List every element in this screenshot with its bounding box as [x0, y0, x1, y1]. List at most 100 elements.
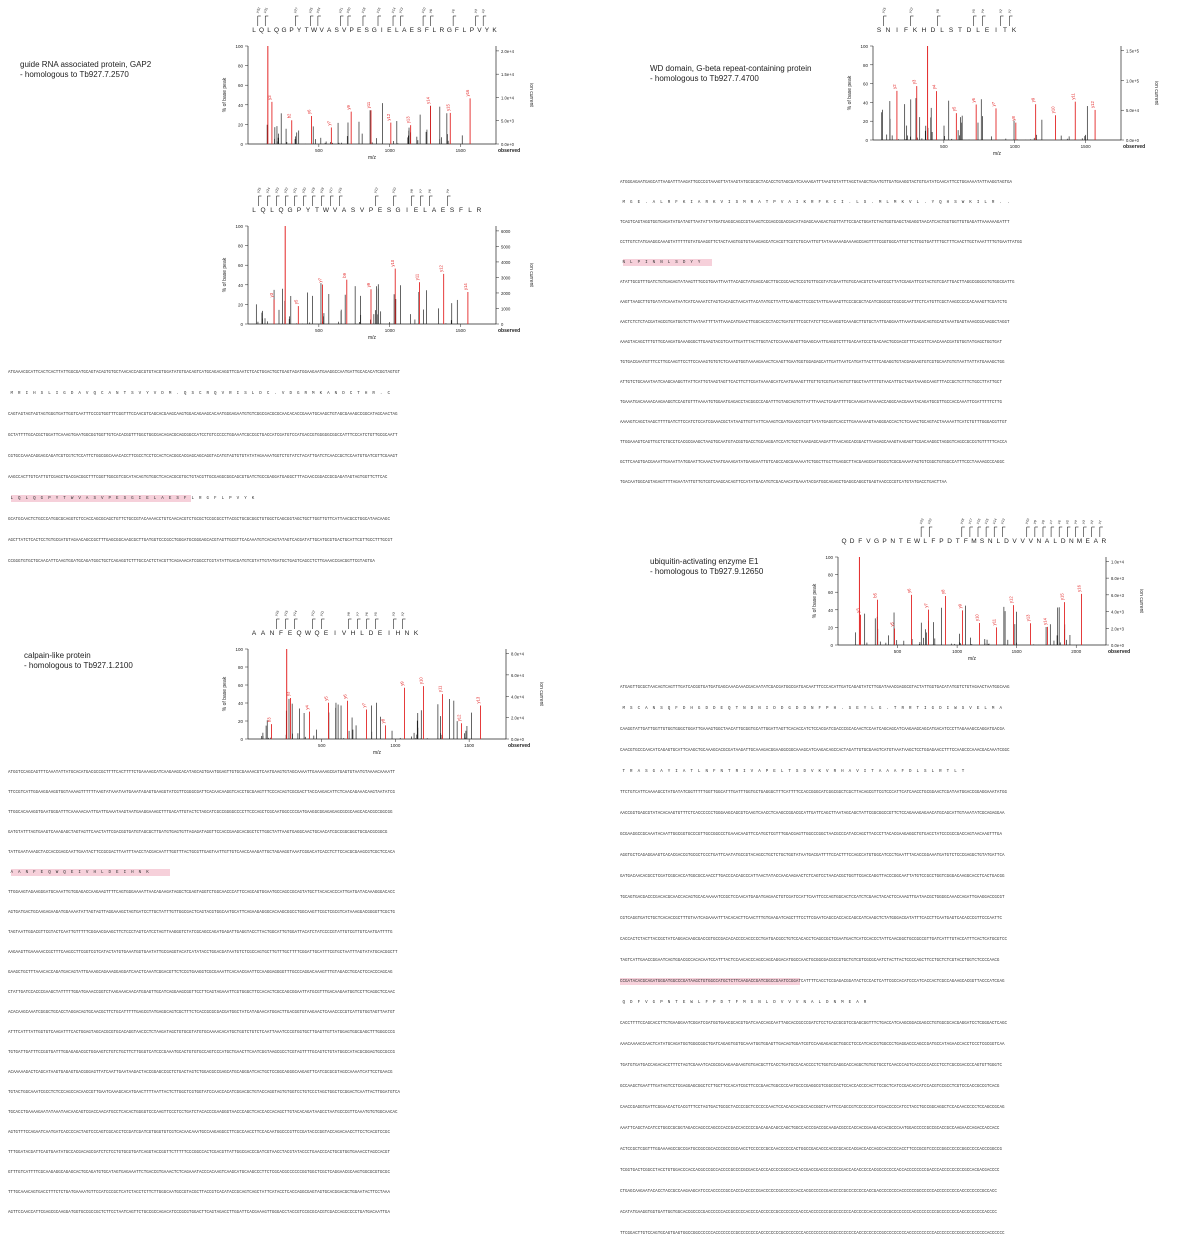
peptide-residue: Y [485, 27, 490, 34]
peptide-residue: F [279, 630, 283, 637]
ion-peak-label: y12 [457, 714, 462, 721]
peptide-residue: G [447, 27, 452, 34]
x-tick-label: 1500 [456, 328, 467, 333]
sequence-text: AACCGGTGAGCGTATACACAAGTGTTTCTCACCCCCCTGG… [620, 812, 1005, 816]
peptide-residue: T [958, 27, 962, 34]
y2-tick-label: 5.0e+3 [501, 119, 515, 124]
y-axis-label: % of base peak [847, 75, 853, 110]
fragment-label: y22 [927, 518, 933, 525]
peptide-residue: G [282, 27, 287, 34]
peptide-residue: V [477, 27, 482, 34]
sequence-text: GATGACAACACGCCTCGATCGGCACCATGGCGCCAACCTT… [620, 875, 1005, 879]
observed-label: observed [498, 148, 520, 154]
y-tick-label: 40 [238, 283, 244, 288]
ion-peak-label: y6 [971, 97, 976, 102]
peptide-residue: L [252, 27, 256, 34]
peptide-residue: E [357, 27, 362, 34]
ion-peak-label: y6 [307, 109, 312, 114]
y2-tick-label: 1.5e+4 [501, 72, 515, 77]
peptide-residue: L [468, 207, 472, 214]
y-tick-label: 0 [830, 643, 833, 648]
x-tick-label: 500 [315, 328, 323, 333]
ion-peak-label: y15 [1060, 593, 1065, 600]
sequence-text: AAGAAGTTGAAAAACCGCTTTCAAGCCTTCGGTCGTCATA… [8, 951, 398, 955]
y-tick-label: 20 [238, 122, 244, 127]
wd-title: WD domain, G-beta repeat-containing prot… [650, 64, 812, 73]
peptide-residue: T [956, 538, 960, 545]
ion-peak-label: y7 [326, 120, 331, 125]
sequence-line: ACAAAAAGACTCAGCATAAGTGAGAGTGACGGGAGTTATC… [8, 1070, 392, 1076]
ion-peak-label: y10 [419, 677, 424, 684]
sequence-text: TGCAGTGACGACCCGACACGCAACCACAGTGCACAAAAAT… [620, 896, 1005, 900]
y-tick-label: 40 [238, 103, 244, 108]
y2-tick-label: 5.0e+4 [1126, 108, 1140, 113]
fragment-label: y10 [391, 187, 397, 194]
fragment-label: y15 [881, 7, 887, 14]
peptide-residue: M [1077, 538, 1082, 545]
fragment-label: y24 [315, 7, 321, 14]
y-axis-label: % of base peak [222, 676, 228, 711]
calpain-subtitle: - homologous to Tb927.1.2100 [24, 661, 133, 670]
fragment-label: y32 [255, 7, 261, 14]
peptide-residue: Q [260, 207, 265, 214]
peptide-residue: E [985, 27, 990, 34]
peptide-residue: A [1045, 538, 1050, 545]
peptide-residue: L [395, 27, 399, 34]
sequence-line: CGTGCCAAACAGGAGCAGATCGTCGTCTCCATTCTGGCGG… [8, 454, 398, 460]
wd-label: WD domain, G-beta repeat-containing prot… [650, 64, 811, 84]
peptide-residue: I [896, 27, 898, 34]
sequence-text: AAATTCAGCTACATCCTGGCCGCGGTAGACCAGCCCAGCC… [620, 1127, 1000, 1131]
sequence-text: GTTTGTCATTTTCGCAAGAGGCAGAGCACTGCAGATGTGC… [8, 1171, 390, 1175]
y2-axis-label: ion current [538, 682, 544, 706]
y2-tick-label: 2000 [501, 291, 511, 296]
fragment-label: y14 [992, 518, 998, 525]
peptide-residue: L [270, 207, 274, 214]
fragment-label: y2 [1089, 519, 1094, 524]
fragment-label: y27 [293, 7, 299, 14]
sequence-line: TTTGCAAACAGTGACCTTTCTCTGATGAAAATGTTCCATC… [8, 1190, 390, 1196]
y-axis-label: % of base peak [222, 257, 228, 292]
ion-peak-label: y8 [1011, 116, 1016, 121]
fragment-label: y25 [308, 7, 314, 14]
sequence-text: TGACAATGGCAGTAGAGTTTTAGAATATTGTTGTCGTCAA… [620, 481, 947, 485]
sequence-text: TGCACCTGAAAAGAATATAAATAACAACAGTCGACCAACA… [8, 1111, 398, 1115]
sequence-line: ATGGTCCAGCAGTTTCAAATATTATGCACATGACGCCGCT… [8, 770, 395, 776]
ion-peak-label: y5 [951, 106, 956, 111]
ion-peak-label: y14 [463, 283, 468, 290]
peptide-residue: N [988, 538, 993, 545]
peptide-residue: V [319, 27, 324, 34]
sequence-text: CACCTTTTCCAGCACCTTCTGAAGGAATCGGATCGATGGT… [620, 1022, 1007, 1026]
y-tick-label: 100 [235, 647, 243, 652]
fragment-label: y14 [292, 610, 298, 617]
sequence-line: TGATGTGATGACCAGACACCTTTCTAGTCGAAATCACGCG… [620, 1063, 1002, 1069]
gap2-subtitle: - homologous to Tb927.7.2570 [20, 70, 129, 79]
sequence-text: ACAAAAAGACTCAGCATAAGTGAGAGTGACGGGAGTTATC… [8, 1071, 393, 1075]
sequence-text: CACCACTCTACTTACCGCTATCAGGACAAGCGACCGTGCC… [620, 938, 1007, 942]
sequence-text: AGTGTTTCCAGAATCAATGATCACCCCACTAGTCCCAGTC… [8, 1131, 390, 1135]
sequence-text: AAGTTAAGCTTGTGATATCAAATAATCATCAAAATCTAGT… [620, 301, 1007, 305]
sequence-line: CAGTAGTAGTAGTAGTGGGTGATTGGTCAATTTCCCGTGG… [8, 412, 398, 418]
peptide-residue: D [850, 538, 855, 545]
y2-tick-label: 6.0e+4 [511, 673, 525, 678]
fragment-label: y15 [984, 518, 990, 525]
fragment-label: y1 [1097, 519, 1102, 524]
sequence-line: TCGGTGACTCGGCCTACCTGTGGACCCACCACGCCCGCCA… [620, 1168, 999, 1174]
fragment-label: y18 [959, 518, 965, 525]
peptide-residue: I [406, 207, 408, 214]
ion-peak-label: y9 [1031, 97, 1036, 102]
peptide-residue: D [967, 27, 972, 34]
sequence-text: CCGGGTGTGCTGCAACATTCAAGTGGATGCAGATGGCTGC… [8, 560, 375, 564]
sequence-text: TCAGTCAGTAGGTGGTGAGATATGATAGTTAATATTATGA… [620, 221, 1010, 225]
y-tick-label: 80 [238, 244, 244, 249]
peptide-residue: Y [306, 207, 311, 214]
sequence-line: AGGTGCTCAGAGGAAGTCACACGACCGTGCGCTCCCTGAT… [620, 853, 1004, 859]
peptide-residue: E [324, 630, 329, 637]
sequence-line: ATGAGTTGCGCTAACAGTCAGTTTGATCACGGTGATGATG… [620, 685, 1010, 691]
peptide-residue: T [899, 538, 903, 545]
sequence-text: CAACCGAGGTGATTCGGAACACTCACGTTTCCTAGTGACT… [620, 1106, 1005, 1110]
y-tick-label: 100 [860, 44, 868, 49]
peptide-residue: H [396, 630, 401, 637]
sequence-text: CAAGGTATTGATTGGTTGTGGTGGGCTGGATTGAAAGTGG… [620, 728, 1005, 732]
fragment-label: y3 [1081, 519, 1086, 524]
